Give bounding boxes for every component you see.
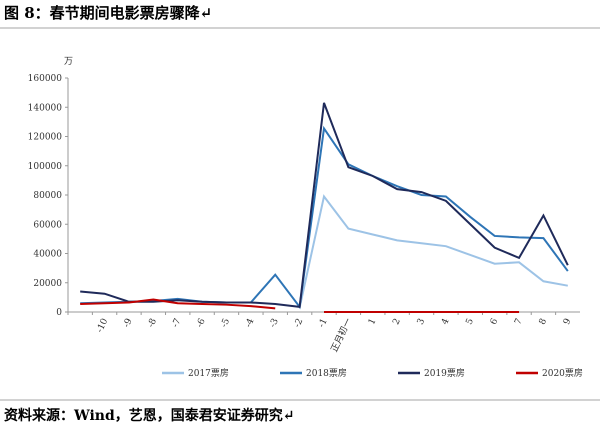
x-tick-label: -5 — [219, 317, 232, 329]
y-tick-label: 140000 — [28, 103, 63, 113]
y-tick-label: 160000 — [28, 74, 63, 84]
y-tick-label: 60000 — [33, 220, 62, 230]
x-tick-label: 2 — [391, 317, 402, 326]
y-tick-label: 100000 — [28, 162, 63, 172]
legend-label: 2018票房 — [306, 367, 347, 379]
x-tick-label: 正月初一 — [328, 316, 354, 354]
legend-label: 2017票房 — [188, 367, 229, 379]
x-tick-label: -10 — [95, 317, 110, 335]
y-tick-label: 20000 — [33, 279, 62, 289]
legend-label: 2019票房 — [424, 367, 465, 379]
series-line — [80, 125, 569, 310]
y-tick-label: 40000 — [33, 250, 62, 260]
x-tick-label: 5 — [465, 317, 477, 327]
series-line — [298, 194, 568, 308]
x-tick-label: -4 — [244, 317, 257, 329]
x-tick-label: -1 — [317, 317, 330, 329]
chart-title: 图 8：春节期间电影票房骤降↵ — [4, 4, 212, 22]
y-tick-label: 0 — [56, 308, 62, 318]
x-tick-label: -3 — [268, 317, 281, 329]
x-tick-label: 3 — [416, 317, 428, 327]
series-line — [80, 298, 520, 313]
source: 资料来源：Wind，艺恩，国泰君安证券研究↵ — [4, 407, 295, 424]
x-tick-label: -7 — [171, 317, 184, 329]
x-tick-label: 1 — [367, 317, 378, 326]
y-tick-label: 80000 — [33, 191, 62, 201]
legend-label: 2020票房 — [542, 367, 583, 379]
x-tick-label: -8 — [146, 317, 159, 329]
y-tick-label: 120000 — [28, 133, 63, 143]
x-tick-label: 8 — [538, 317, 550, 327]
x-tick-label: 4 — [440, 317, 452, 327]
x-tick-label: 9 — [562, 317, 574, 327]
x-tick-label: -6 — [195, 317, 208, 329]
x-tick-label: -9 — [122, 317, 135, 329]
x-tick-label: 6 — [489, 317, 501, 327]
y-unit: 万 — [64, 57, 73, 67]
x-tick-label: 7 — [513, 317, 525, 327]
x-tick-label: -2 — [293, 317, 306, 329]
